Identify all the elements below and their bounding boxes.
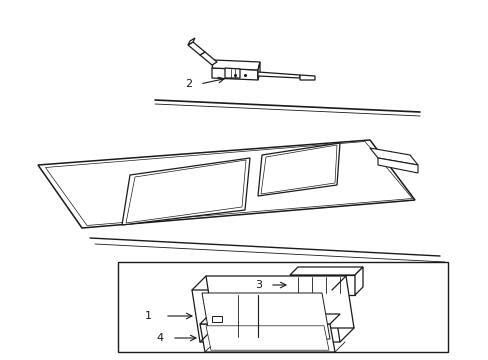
Polygon shape bbox=[258, 143, 339, 196]
Polygon shape bbox=[205, 276, 353, 328]
Polygon shape bbox=[289, 267, 362, 275]
Polygon shape bbox=[122, 158, 249, 225]
Polygon shape bbox=[205, 326, 328, 350]
Polygon shape bbox=[187, 38, 195, 45]
Polygon shape bbox=[212, 68, 258, 80]
Text: 3: 3 bbox=[254, 280, 262, 290]
Polygon shape bbox=[192, 290, 339, 342]
Bar bbox=[118, 262, 447, 352]
Polygon shape bbox=[212, 316, 222, 322]
Polygon shape bbox=[369, 148, 417, 165]
Polygon shape bbox=[258, 72, 299, 78]
Polygon shape bbox=[354, 267, 362, 295]
Text: 1: 1 bbox=[145, 311, 152, 321]
Polygon shape bbox=[212, 60, 260, 70]
Polygon shape bbox=[289, 275, 354, 295]
Text: 2: 2 bbox=[184, 79, 192, 89]
Polygon shape bbox=[377, 158, 417, 173]
Polygon shape bbox=[202, 293, 329, 339]
Polygon shape bbox=[38, 140, 414, 228]
Polygon shape bbox=[258, 62, 260, 80]
Polygon shape bbox=[200, 314, 339, 324]
Text: 4: 4 bbox=[157, 333, 163, 343]
Polygon shape bbox=[187, 42, 204, 55]
Polygon shape bbox=[224, 68, 240, 78]
Polygon shape bbox=[200, 52, 217, 65]
Polygon shape bbox=[200, 324, 334, 352]
Polygon shape bbox=[299, 75, 314, 80]
